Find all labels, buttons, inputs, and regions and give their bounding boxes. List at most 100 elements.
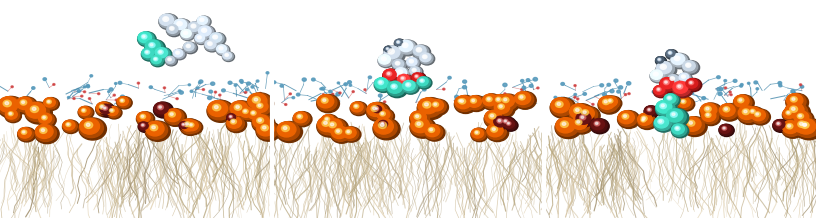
Circle shape (738, 106, 759, 123)
Circle shape (803, 123, 806, 126)
Circle shape (141, 48, 157, 61)
Circle shape (800, 122, 803, 125)
Circle shape (417, 77, 430, 88)
Circle shape (418, 98, 437, 114)
Circle shape (671, 54, 685, 65)
Circle shape (782, 120, 804, 138)
Circle shape (3, 100, 11, 107)
Circle shape (312, 78, 315, 81)
Circle shape (374, 118, 393, 134)
Circle shape (676, 57, 678, 59)
Circle shape (747, 82, 750, 84)
Circle shape (376, 109, 394, 124)
Circle shape (591, 119, 605, 130)
Circle shape (499, 94, 517, 110)
Circle shape (0, 97, 18, 112)
Circle shape (783, 121, 798, 133)
Circle shape (659, 77, 679, 93)
Circle shape (730, 94, 732, 95)
Circle shape (720, 88, 723, 90)
Circle shape (53, 83, 55, 85)
Circle shape (66, 123, 71, 126)
Circle shape (227, 117, 242, 128)
Circle shape (569, 104, 592, 122)
Circle shape (421, 80, 423, 81)
Circle shape (298, 115, 301, 117)
Circle shape (607, 83, 610, 86)
Circle shape (325, 119, 342, 133)
Circle shape (683, 94, 687, 97)
Circle shape (342, 127, 359, 140)
Circle shape (409, 60, 414, 63)
Circle shape (100, 106, 104, 108)
Circle shape (166, 56, 175, 63)
Circle shape (660, 103, 667, 109)
Circle shape (401, 77, 406, 80)
Circle shape (662, 65, 664, 68)
Circle shape (215, 91, 216, 93)
Circle shape (258, 119, 261, 121)
Circle shape (754, 81, 757, 84)
Circle shape (672, 124, 685, 134)
Circle shape (38, 113, 56, 128)
Circle shape (551, 98, 570, 113)
Circle shape (412, 68, 416, 72)
Circle shape (669, 52, 671, 53)
Circle shape (415, 115, 419, 118)
Circle shape (350, 102, 366, 114)
Circle shape (522, 86, 526, 89)
Circle shape (417, 98, 445, 119)
Circle shape (5, 109, 21, 123)
Circle shape (752, 110, 753, 112)
Circle shape (0, 96, 24, 118)
Circle shape (482, 94, 500, 108)
Circle shape (383, 69, 401, 83)
Circle shape (667, 75, 682, 87)
Circle shape (186, 121, 198, 131)
Circle shape (47, 101, 50, 102)
Circle shape (109, 109, 114, 112)
Circle shape (499, 105, 503, 107)
Circle shape (342, 127, 361, 142)
Circle shape (787, 94, 803, 107)
Circle shape (331, 126, 350, 141)
Circle shape (118, 81, 122, 84)
Circle shape (654, 72, 659, 76)
Circle shape (234, 104, 242, 110)
Circle shape (487, 98, 490, 100)
Circle shape (180, 119, 198, 134)
Circle shape (223, 52, 232, 59)
Circle shape (520, 96, 523, 98)
Circle shape (247, 93, 273, 114)
Circle shape (407, 58, 417, 66)
Circle shape (497, 119, 503, 123)
Circle shape (751, 109, 770, 125)
Circle shape (178, 22, 180, 24)
Circle shape (556, 118, 575, 133)
Circle shape (329, 90, 332, 93)
Circle shape (423, 101, 431, 108)
Circle shape (458, 99, 463, 103)
Circle shape (484, 110, 508, 129)
Circle shape (324, 118, 348, 138)
Circle shape (42, 116, 46, 118)
Circle shape (492, 95, 506, 106)
Circle shape (348, 81, 352, 84)
Circle shape (375, 78, 388, 89)
Circle shape (494, 116, 507, 127)
Circle shape (136, 112, 153, 125)
Circle shape (43, 98, 60, 111)
Circle shape (492, 95, 509, 108)
Circle shape (364, 89, 366, 90)
Circle shape (205, 40, 220, 52)
Circle shape (562, 123, 565, 125)
Circle shape (792, 117, 816, 138)
Circle shape (514, 92, 536, 109)
Circle shape (687, 64, 690, 66)
Circle shape (798, 119, 814, 132)
Circle shape (63, 120, 78, 132)
Circle shape (35, 124, 59, 144)
Circle shape (492, 128, 495, 130)
Circle shape (490, 127, 498, 132)
Circle shape (689, 81, 694, 85)
